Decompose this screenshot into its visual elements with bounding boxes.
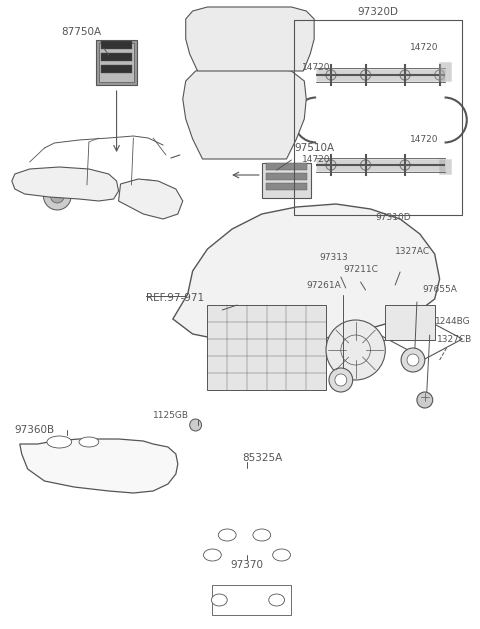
FancyBboxPatch shape bbox=[101, 41, 132, 49]
Text: 85325A: 85325A bbox=[242, 453, 282, 463]
Text: 1327AC: 1327AC bbox=[395, 247, 430, 257]
Ellipse shape bbox=[273, 549, 290, 561]
Ellipse shape bbox=[79, 437, 99, 447]
Text: 14720: 14720 bbox=[410, 135, 439, 145]
Polygon shape bbox=[183, 67, 306, 159]
Circle shape bbox=[400, 70, 410, 80]
Circle shape bbox=[417, 392, 432, 408]
Circle shape bbox=[329, 368, 353, 392]
Circle shape bbox=[360, 160, 371, 170]
Polygon shape bbox=[119, 179, 183, 219]
Circle shape bbox=[326, 160, 336, 170]
Text: 1244BG: 1244BG bbox=[435, 318, 470, 326]
Text: 14720: 14720 bbox=[302, 155, 331, 165]
Circle shape bbox=[132, 182, 160, 210]
Text: 97510A: 97510A bbox=[294, 143, 335, 153]
Circle shape bbox=[400, 70, 410, 80]
Text: 97211C: 97211C bbox=[344, 265, 379, 274]
Text: 1125GB: 1125GB bbox=[153, 411, 189, 420]
FancyBboxPatch shape bbox=[262, 163, 311, 198]
Text: 97370: 97370 bbox=[230, 560, 264, 570]
FancyBboxPatch shape bbox=[96, 40, 137, 85]
Circle shape bbox=[44, 182, 71, 210]
Circle shape bbox=[360, 70, 371, 80]
Circle shape bbox=[360, 70, 371, 80]
Text: REF.97-971: REF.97-971 bbox=[146, 293, 204, 303]
Polygon shape bbox=[20, 439, 178, 493]
Circle shape bbox=[435, 70, 444, 80]
Ellipse shape bbox=[204, 549, 221, 561]
FancyBboxPatch shape bbox=[99, 43, 134, 82]
Text: 14720: 14720 bbox=[302, 64, 331, 72]
Circle shape bbox=[401, 348, 425, 372]
Circle shape bbox=[326, 320, 385, 380]
FancyBboxPatch shape bbox=[101, 65, 132, 73]
FancyBboxPatch shape bbox=[213, 585, 291, 615]
Polygon shape bbox=[173, 204, 440, 341]
Circle shape bbox=[190, 419, 202, 431]
Text: 14720: 14720 bbox=[410, 43, 439, 52]
FancyBboxPatch shape bbox=[266, 183, 307, 190]
Text: 87750A: 87750A bbox=[61, 27, 101, 37]
Circle shape bbox=[360, 160, 371, 170]
Ellipse shape bbox=[253, 529, 271, 541]
Circle shape bbox=[326, 70, 336, 80]
FancyBboxPatch shape bbox=[385, 305, 435, 340]
Circle shape bbox=[50, 189, 64, 203]
Text: 97360B: 97360B bbox=[15, 425, 55, 435]
Text: 1327CB: 1327CB bbox=[437, 335, 472, 345]
Text: 97313: 97313 bbox=[319, 253, 348, 262]
Text: 97320D: 97320D bbox=[358, 7, 398, 17]
Polygon shape bbox=[12, 167, 119, 201]
Ellipse shape bbox=[211, 594, 227, 606]
Ellipse shape bbox=[218, 529, 236, 541]
Text: 97261A: 97261A bbox=[306, 281, 341, 289]
Ellipse shape bbox=[269, 594, 285, 606]
Circle shape bbox=[407, 354, 419, 366]
Circle shape bbox=[400, 160, 410, 170]
FancyBboxPatch shape bbox=[101, 53, 132, 61]
Ellipse shape bbox=[47, 436, 72, 448]
Polygon shape bbox=[186, 7, 314, 71]
Circle shape bbox=[326, 70, 336, 80]
Circle shape bbox=[326, 160, 336, 170]
FancyBboxPatch shape bbox=[266, 163, 307, 170]
Text: 97310D: 97310D bbox=[375, 213, 411, 223]
Circle shape bbox=[335, 374, 347, 386]
Text: 97655A: 97655A bbox=[423, 286, 458, 294]
FancyBboxPatch shape bbox=[207, 305, 326, 390]
Circle shape bbox=[139, 189, 153, 203]
FancyBboxPatch shape bbox=[266, 173, 307, 180]
Circle shape bbox=[400, 160, 410, 170]
